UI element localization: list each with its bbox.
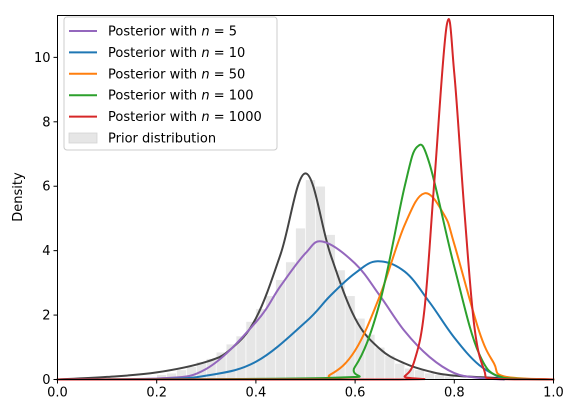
series-line — [56, 240, 505, 381]
legend-label: Prior distribution — [108, 132, 216, 147]
y-axis: 0 2 4 6 8 10 — [34, 51, 58, 388]
x-axis: 0.0 0.2 0.4 0.6 0.8 1.0 — [47, 379, 564, 401]
y-tick-label: 6 — [42, 180, 50, 195]
x-tick-label: 0.6 — [345, 386, 366, 401]
histogram-bar — [295, 227, 306, 380]
legend-label: Posterior with n = 1000 — [108, 110, 262, 125]
histogram-bar — [305, 179, 316, 380]
x-tick-label: 0.0 — [47, 386, 68, 401]
histogram-bar — [424, 372, 435, 380]
y-tick-label: 8 — [42, 115, 50, 130]
legend-frame — [63, 16, 278, 151]
axes-frame — [57, 15, 554, 380]
histogram-bar — [394, 363, 405, 380]
legend-label: Posterior with n = 50 — [108, 67, 245, 82]
x-tick-label: 0.2 — [146, 386, 167, 401]
series-line — [56, 260, 505, 381]
histogram-bar — [275, 279, 286, 380]
y-tick-label: 0 — [42, 373, 50, 388]
y-tick-label: 4 — [42, 244, 50, 259]
histogram-bar — [434, 374, 445, 380]
legend-label: Posterior with n = 5 — [108, 25, 237, 40]
histogram-bar — [285, 261, 296, 380]
y-tick-label: 2 — [42, 309, 50, 324]
x-tick-label: 1.0 — [543, 386, 564, 401]
y-tick-label: 10 — [34, 51, 51, 66]
x-tick-label: 0.4 — [246, 386, 267, 401]
legend: Posterior with n = 5 Posterior with n = 1… — [63, 16, 278, 151]
series-line — [56, 172, 555, 381]
legend-patch — [68, 132, 98, 144]
legend-label: Posterior with n = 100 — [108, 89, 254, 104]
y-axis-title: Density — [11, 172, 26, 222]
legend-label: Posterior with n = 10 — [108, 46, 245, 61]
x-tick-label: 0.8 — [444, 386, 465, 401]
